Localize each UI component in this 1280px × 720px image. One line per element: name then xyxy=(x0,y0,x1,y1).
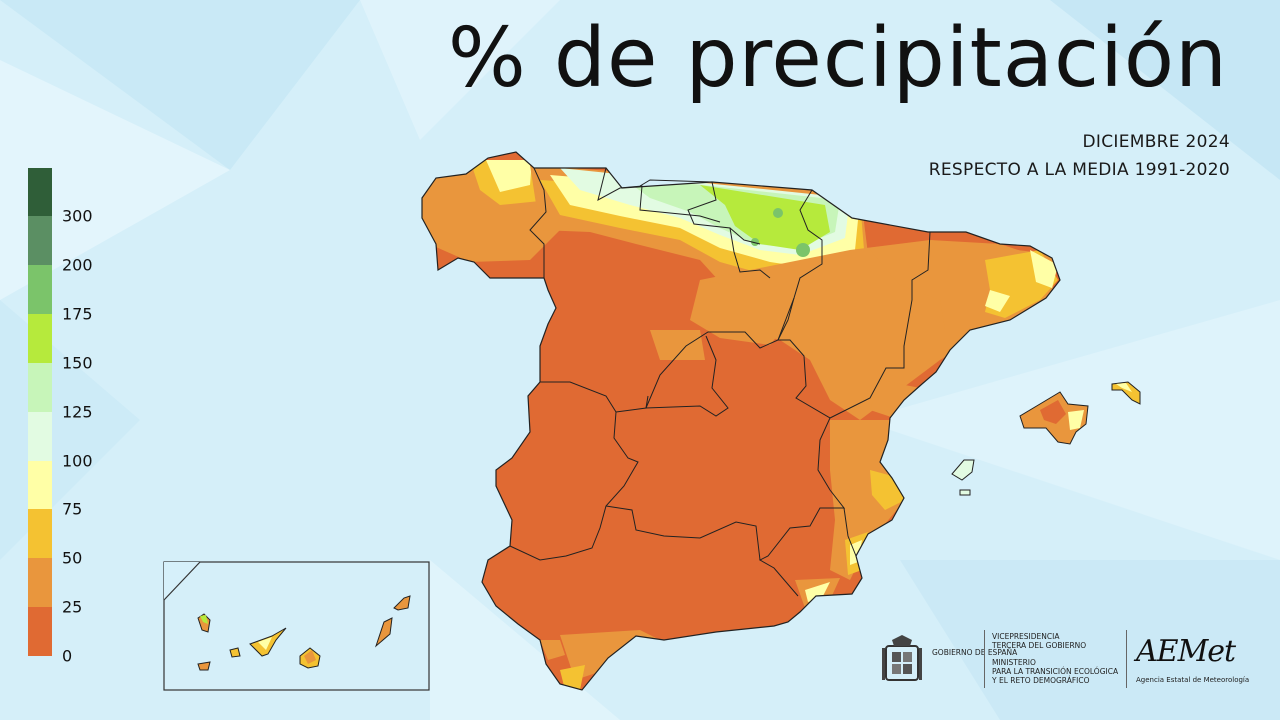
institutional-logos: GOBIERNO DE ESPAÑA VICEPRESIDENCIA TERCE… xyxy=(880,628,1260,692)
legend-label-100: 100 xyxy=(62,451,93,471)
subtitle-period: DICIEMBRE 2024 xyxy=(1082,132,1230,152)
subtitle-reference: RESPECTO A LA MEDIA 1991-2020 xyxy=(928,160,1230,180)
legend-swatch-150-175 xyxy=(28,314,52,363)
logo-divider xyxy=(984,630,985,688)
legend-swatch-300plus xyxy=(28,168,52,216)
legend-swatch-25-50 xyxy=(28,558,52,607)
mainland-spain xyxy=(421,151,1061,691)
legend-label-200: 200 xyxy=(62,255,93,275)
logo-divider-2 xyxy=(1126,630,1127,688)
aemet-subtitle: Agencia Estatal de Meteorología xyxy=(1136,676,1250,684)
legend-swatch-50-75 xyxy=(28,509,52,558)
legend-label-150: 150 xyxy=(62,353,93,373)
coat-of-arms-icon xyxy=(882,635,922,681)
legend-swatch-0-25 xyxy=(28,607,52,656)
canary-islands xyxy=(197,595,411,671)
legend-label-0: 0 xyxy=(62,646,73,666)
ministerio-label-3: Y EL RETO DEMOGRÁFICO xyxy=(992,676,1090,685)
ministerio-label-2: PARA LA TRANSICIÓN ECOLÓGICA xyxy=(992,667,1119,676)
balearic-islands xyxy=(951,381,1141,496)
gobierno-label: GOBIERNO DE ESPAÑA xyxy=(932,648,1018,657)
legend-swatch-200-300 xyxy=(28,216,52,265)
legend-swatch-75-100 xyxy=(28,461,52,509)
legend-label-50: 50 xyxy=(62,548,83,568)
legend-label-175: 175 xyxy=(62,304,93,324)
canary-inset-frame xyxy=(163,561,430,691)
region-borders xyxy=(509,167,931,597)
legend-label-75: 75 xyxy=(62,499,83,519)
vicepresidencia-label-1: VICEPRESIDENCIA xyxy=(992,632,1060,641)
legend-label-25: 25 xyxy=(62,597,83,617)
legend-swatch-175-200 xyxy=(28,265,52,314)
legend-swatch-125-150 xyxy=(28,363,52,412)
legend-label-125: 125 xyxy=(62,402,93,422)
legend-label-300: 300 xyxy=(62,206,93,226)
vicepresidencia-label-2: TERCERA DEL GOBIERNO xyxy=(992,641,1087,650)
ministerio-label-1: MINISTERIO xyxy=(992,658,1036,667)
legend-swatch-100-125 xyxy=(28,412,52,461)
page-title: % de precipitación xyxy=(447,11,1228,106)
aemet-logo: AEMet xyxy=(1136,634,1236,669)
